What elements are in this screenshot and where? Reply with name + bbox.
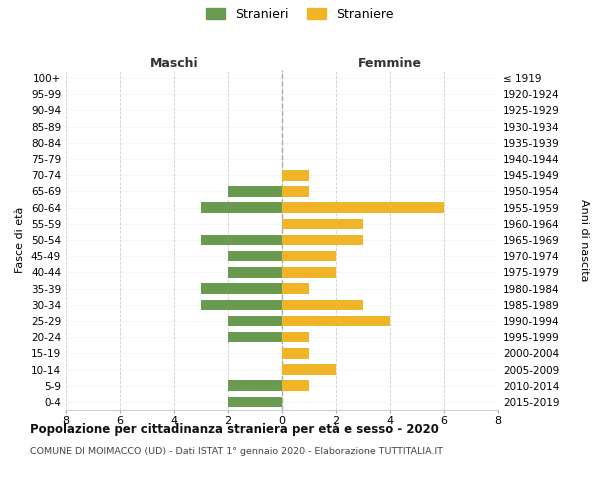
- Bar: [282, 300, 363, 310]
- Bar: [282, 170, 309, 180]
- Bar: [228, 267, 282, 278]
- Bar: [282, 218, 363, 229]
- Legend: Stranieri, Straniere: Stranieri, Straniere: [202, 2, 398, 26]
- Bar: [201, 234, 282, 246]
- Text: Maschi: Maschi: [149, 57, 199, 70]
- Y-axis label: Anni di nascita: Anni di nascita: [579, 198, 589, 281]
- Text: COMUNE DI MOIMACCO (UD) - Dati ISTAT 1° gennaio 2020 - Elaborazione TUTTITALIA.I: COMUNE DI MOIMACCO (UD) - Dati ISTAT 1° …: [30, 448, 443, 456]
- Bar: [282, 364, 336, 375]
- Text: Popolazione per cittadinanza straniera per età e sesso - 2020: Popolazione per cittadinanza straniera p…: [30, 422, 439, 436]
- Bar: [282, 267, 336, 278]
- Bar: [282, 380, 309, 391]
- Bar: [228, 186, 282, 196]
- Bar: [228, 316, 282, 326]
- Bar: [282, 251, 336, 262]
- Bar: [201, 300, 282, 310]
- Bar: [282, 348, 309, 358]
- Bar: [282, 186, 309, 196]
- Bar: [282, 284, 309, 294]
- Bar: [228, 332, 282, 342]
- Bar: [201, 284, 282, 294]
- Bar: [282, 332, 309, 342]
- Bar: [228, 396, 282, 407]
- Bar: [282, 202, 444, 213]
- Bar: [228, 380, 282, 391]
- Bar: [228, 251, 282, 262]
- Bar: [282, 234, 363, 246]
- Y-axis label: Fasce di età: Fasce di età: [16, 207, 25, 273]
- Bar: [282, 316, 390, 326]
- Bar: [201, 202, 282, 213]
- Text: Femmine: Femmine: [358, 57, 422, 70]
